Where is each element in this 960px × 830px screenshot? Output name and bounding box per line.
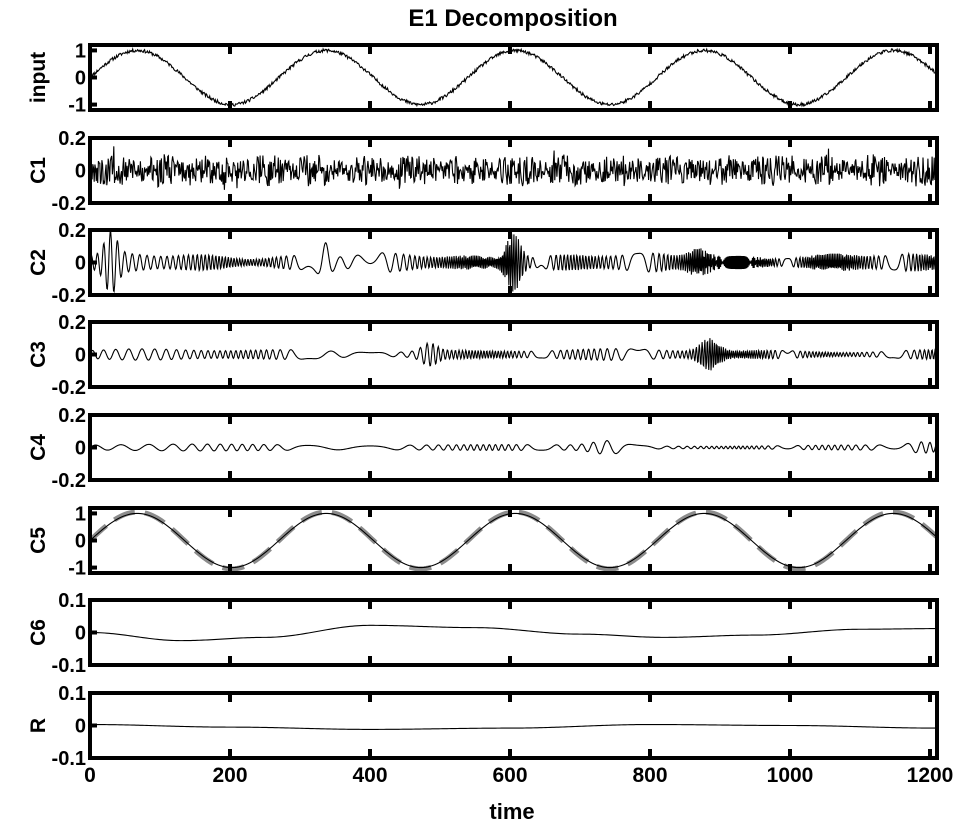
series-group [90, 47, 937, 108]
series-group [90, 509, 937, 572]
panel-1: -1 0 1 input [27, 40, 939, 117]
y-axis-label: C4 [27, 434, 50, 461]
y-tick-label: 0 [75, 623, 86, 645]
panels: -101input-0.200.2C1-0.200.2C2-0.200.2C3-… [27, 40, 953, 787]
panel-5: -0.2 0 0.2 C4 [27, 405, 939, 492]
series-line-1 [90, 146, 937, 190]
panel-frame [88, 43, 939, 112]
panel-2: -0.2 0 0.2 C1 [27, 128, 939, 215]
x-tick-label: 600 [492, 764, 527, 787]
y-tick-label: -0.2 [52, 470, 86, 492]
y-tick-label: -0.1 [52, 655, 86, 677]
y-axis-label: C5 [27, 527, 50, 554]
series-group [90, 338, 937, 371]
y-tick-label: -1 [68, 558, 86, 580]
panel-8: -0.100.1R0 200 400 600 800 1000 1200 [27, 683, 953, 787]
y-tick-label: 1 [75, 503, 86, 525]
y-axis-label: input [27, 52, 50, 103]
y-tick-label: -0.2 [52, 193, 86, 215]
series-line-1 [90, 47, 937, 108]
y-tick-label: 0 [75, 161, 86, 183]
x-axis-label: time [489, 799, 534, 824]
y-tick-label: 0 [75, 531, 86, 553]
y-tick-label: 0.1 [58, 590, 86, 612]
y-tick-label: 0 [75, 253, 86, 275]
y-tick-label: 1 [75, 40, 86, 62]
series-group [90, 440, 937, 455]
series-group [90, 723, 937, 730]
series-line-1 [90, 624, 937, 642]
y-tick-label: 0.2 [58, 220, 86, 242]
series-group [90, 146, 937, 190]
series-line-1 [90, 440, 937, 455]
panel-3: -0.2 0 0.2 C2 [27, 220, 939, 307]
y-axis-label: C6 [27, 619, 50, 646]
panel-4: -0.2 0 0.2 C3 [27, 312, 939, 399]
panel-frame [88, 413, 939, 482]
y-tick-label: 0 [75, 345, 86, 367]
series-line-1 [90, 509, 937, 572]
panel-frame [88, 598, 939, 667]
y-axis-label: C1 [27, 157, 50, 184]
x-tick-label: 1200 [907, 764, 954, 787]
x-tick-label: 200 [212, 764, 247, 787]
y-tick-label: -0.2 [52, 285, 86, 307]
panel-frame [88, 506, 939, 575]
panel-frame [88, 228, 939, 297]
series-line-1 [90, 723, 937, 730]
x-tick-label: 1000 [767, 764, 814, 787]
x-tick-label: 400 [352, 764, 387, 787]
panel-7: -0.1 0 0.1 C6 [27, 590, 939, 677]
series-line-1 [90, 230, 937, 294]
y-axis-label: R [27, 718, 50, 733]
series-line-1 [90, 338, 937, 371]
panel-frame [88, 691, 939, 760]
y-tick-label: 0.2 [58, 312, 86, 334]
y-tick-label: -0.2 [52, 377, 86, 399]
panel-frame [88, 320, 939, 389]
series-group [90, 230, 937, 294]
panel-frame [88, 136, 939, 205]
chart-title: E1 Decomposition [408, 5, 617, 32]
series-line-2 [90, 512, 937, 569]
y-tick-label: 0 [75, 68, 86, 90]
y-tick-label: 0.1 [58, 683, 86, 705]
y-tick-label: -0.1 [52, 748, 86, 770]
x-tick-label: 0 [84, 764, 96, 787]
series-group [90, 624, 937, 642]
y-axis-label: C2 [27, 249, 50, 276]
y-axis-label: C3 [27, 341, 50, 368]
y-tick-label: 0.2 [58, 128, 86, 150]
y-tick-label: 0 [75, 438, 86, 460]
x-tick-label: 800 [632, 764, 667, 787]
panel-6: -1 0 1 C5 [27, 503, 939, 580]
y-tick-label: 0 [75, 716, 86, 738]
y-tick-label: -1 [68, 95, 86, 117]
y-tick-label: 0.2 [58, 405, 86, 427]
